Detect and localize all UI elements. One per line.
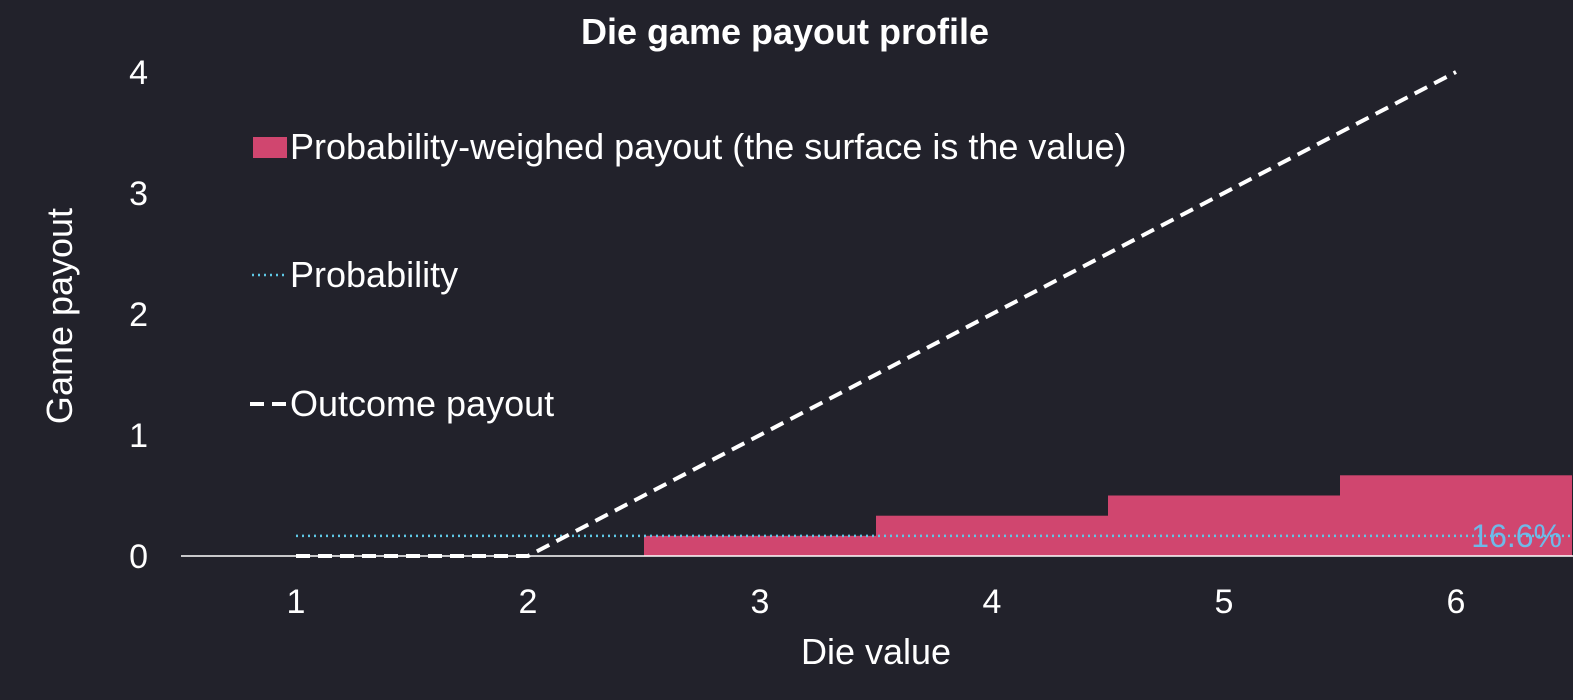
axis-ticks: 1 2 3 4 5 6 0 1 2 3 4 [129,54,1465,621]
x-tick-label: 2 [519,583,538,621]
outcome-payout-line [296,70,1457,558]
line-series [296,70,1572,558]
y-tick-label: 0 [129,538,148,576]
chart-title: Die game payout profile [581,11,989,52]
legend-item-probability: Probability [252,254,458,295]
x-tick-label: 1 [287,583,306,621]
y-tick-label: 3 [129,175,148,213]
bar-3 [644,535,876,556]
y-tick-label: 4 [129,54,148,92]
legend: Probability-weighed payout (the surface … [250,126,1126,424]
bar-5 [1108,495,1340,556]
x-tick-label: 6 [1447,583,1466,621]
x-axis-label: Die value [801,631,951,672]
legend-label: Probability [290,254,458,295]
legend-swatch [253,137,287,158]
bar-series [644,475,1572,556]
x-tick-label: 4 [983,583,1002,621]
x-tick-label: 3 [751,583,770,621]
legend-label: Probability-weighed payout (the surface … [290,126,1126,167]
y-tick-label: 1 [129,417,148,455]
probability-value-label: 16.6% [1471,518,1562,554]
annotations: 16.6% [1471,518,1562,554]
x-tick-label: 5 [1215,583,1234,621]
legend-item-weighted-payout: Probability-weighed payout (the surface … [253,126,1126,167]
y-axis-label: Game payout [39,208,80,424]
bar-6 [1340,475,1572,556]
legend-label: Outcome payout [290,383,554,424]
legend-item-outcome-payout: Outcome payout [250,383,554,424]
y-tick-label: 2 [129,296,148,334]
